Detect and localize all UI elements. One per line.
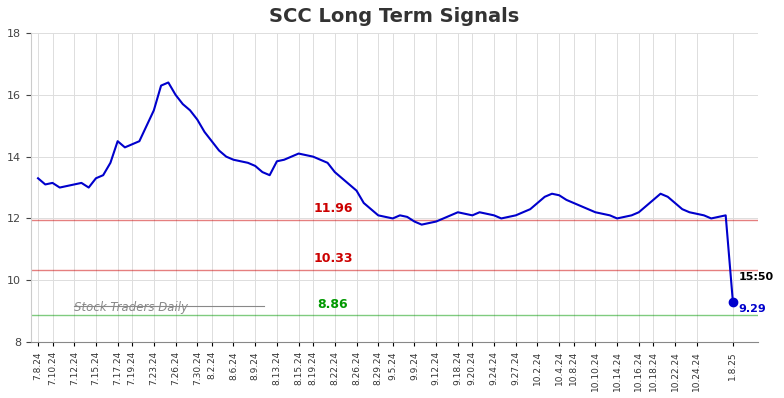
Text: 11.96: 11.96 xyxy=(313,202,353,215)
Text: 8.86: 8.86 xyxy=(318,298,348,311)
Text: 10.33: 10.33 xyxy=(313,252,353,265)
Text: Stock Traders Daily: Stock Traders Daily xyxy=(74,301,188,314)
Text: 15:50: 15:50 xyxy=(739,272,774,282)
Text: 9.29: 9.29 xyxy=(739,304,767,314)
Title: SCC Long Term Signals: SCC Long Term Signals xyxy=(270,7,520,26)
